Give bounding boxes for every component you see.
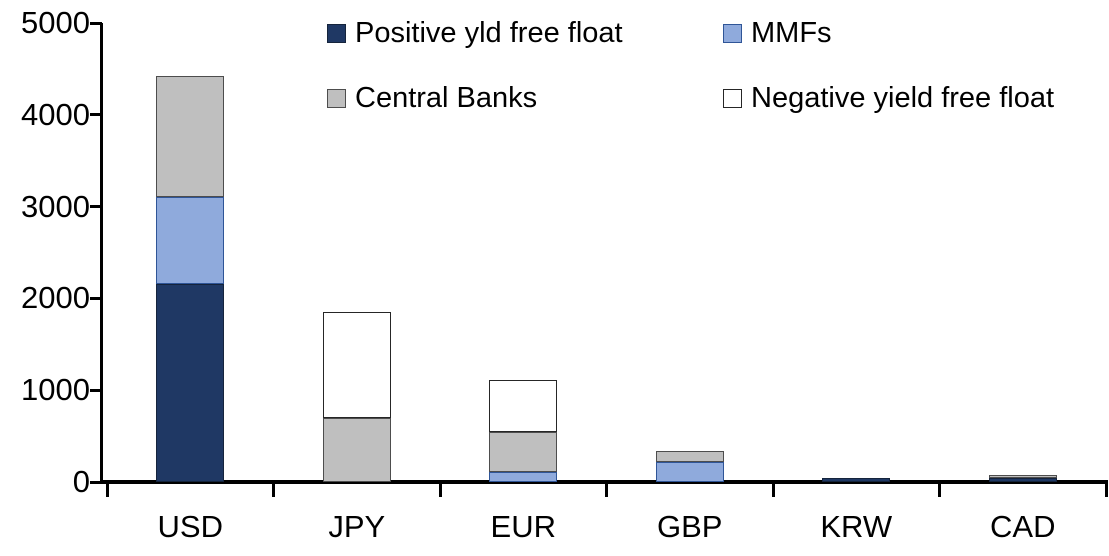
x-axis-label-GBP: GBP: [657, 509, 723, 544]
x-axis-label-USD: USD: [157, 509, 223, 544]
legend-item-negative-yield-free-float: Negative yield free float: [723, 81, 1054, 115]
bar-CAD: [988, 474, 1057, 482]
y-axis-label-4000: 4000: [21, 96, 90, 132]
y-axis-label-0: 0: [72, 464, 90, 499]
y-axis-label-2000: 2000: [21, 280, 90, 316]
y-axis-tick-3000: [90, 205, 102, 209]
x-axis-tick: [605, 484, 608, 497]
y-axis-line: [100, 23, 103, 484]
legend-label: Central Banks: [355, 82, 538, 114]
bar-segment-USD-mmfs: [156, 196, 225, 284]
bar-segment-EUR-negative-yield-free-float: [489, 380, 558, 433]
y-axis-label-5000: 5000: [21, 5, 90, 40]
x-axis-label-CAD: CAD: [990, 509, 1056, 544]
bar-segment-GBP-central-banks: [655, 450, 724, 462]
bar-segment-EUR-mmfs: [489, 472, 558, 482]
bar-segment-CAD-positive-yld-free-float: [988, 477, 1057, 482]
legend-label: Negative yield free float: [751, 82, 1055, 114]
bar-segment-USD-central-banks: [156, 76, 225, 197]
x-axis-tick: [771, 484, 775, 497]
legend-item-mmfs: MMFs: [723, 16, 1054, 50]
bar-EUR: [489, 380, 558, 482]
legend-swatch-icon: [723, 23, 742, 43]
x-axis-tick: [938, 484, 941, 497]
bar-segment-GBP-mmfs: [655, 461, 724, 482]
chart-legend: Positive yld free float MMFs Central Banks…: [327, 16, 1054, 115]
legend-label: MMFs: [751, 17, 832, 49]
bar-USD: [156, 76, 225, 482]
legend-swatch-icon: [327, 23, 346, 43]
bar-segment-CAD-central-banks: [988, 474, 1057, 478]
y-axis-label-1000: 1000: [21, 372, 90, 408]
bar-KRW: [822, 477, 891, 482]
x-axis-tick: [105, 484, 109, 497]
bar-GBP: [655, 450, 724, 482]
bar-segment-EUR-central-banks: [489, 432, 558, 473]
y-axis-tick-1000: [90, 388, 102, 392]
bar-segment-USD-positive-yld-free-float: [156, 283, 225, 482]
legend-item-central-banks: Central Banks: [327, 81, 723, 115]
x-axis-tick: [272, 484, 275, 497]
y-axis-tick-0: [90, 480, 102, 484]
legend-swatch-icon: [723, 88, 742, 108]
legend-item-positive-yld-free-float: Positive yld free float: [327, 16, 723, 50]
x-axis-tick: [438, 484, 442, 497]
y-axis-tick-4000: [90, 113, 102, 117]
y-axis-label-3000: 3000: [21, 188, 90, 224]
x-axis-label-JPY: JPY: [328, 509, 386, 544]
x-axis-label-EUR: EUR: [490, 509, 556, 544]
bar-segment-JPY-central-banks: [322, 417, 391, 482]
y-axis-tick-5000: [90, 21, 102, 25]
legend-label: Positive yld free float: [355, 17, 623, 49]
legend-swatch-icon: [327, 88, 346, 108]
bar-segment-KRW-positive-yld-free-float: [822, 477, 891, 482]
x-axis-tick: [1104, 484, 1108, 497]
bar-segment-JPY-negative-yield-free-float: [322, 312, 391, 418]
bar-JPY: [322, 312, 391, 482]
y-axis-tick-2000: [90, 296, 102, 300]
x-axis-line: [100, 480, 1108, 484]
x-axis-label-KRW: KRW: [820, 509, 893, 544]
